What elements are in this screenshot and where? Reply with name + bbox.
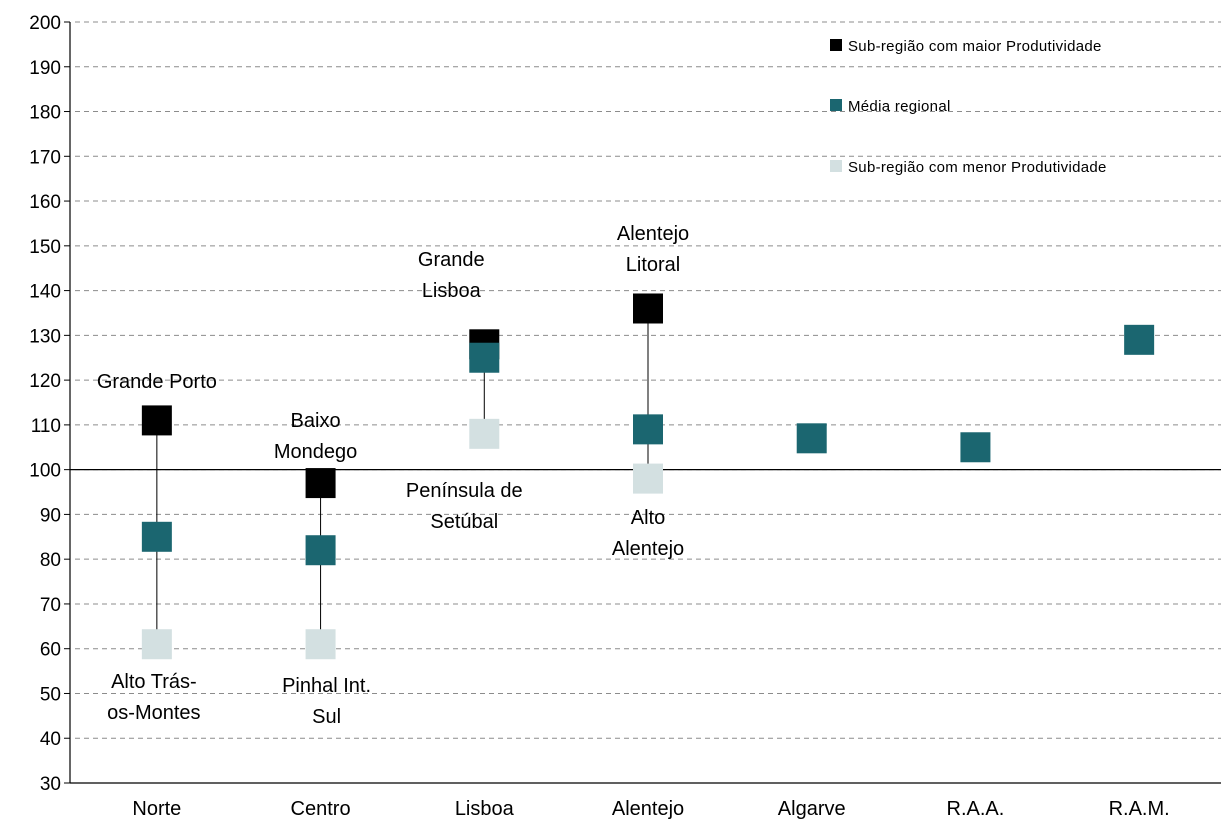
x-tick-label: Centro: [291, 798, 351, 820]
annotation-label: Grande: [418, 249, 485, 271]
annotation-label: Península de: [406, 480, 523, 502]
max-point: [305, 468, 336, 499]
y-tick-label: 80: [40, 550, 61, 571]
annotation-label: Sul: [312, 706, 341, 728]
x-tick-label: Alentejo: [612, 798, 684, 820]
annotation-label: Setúbal: [430, 511, 498, 533]
average-point: [633, 414, 663, 445]
x-tick-label: Lisboa: [455, 798, 515, 820]
average-point: [305, 535, 336, 566]
average-point: [796, 423, 827, 454]
x-tick-label: R.A.M.: [1109, 798, 1170, 820]
y-tick-label: 200: [29, 13, 61, 34]
max-point: [141, 405, 172, 436]
annotation-label: Alentejo: [612, 538, 684, 560]
y-tick-label: 190: [29, 58, 61, 79]
min-point: [633, 463, 663, 494]
average-point: [469, 342, 500, 373]
x-tick-label: Algarve: [778, 798, 846, 820]
max-point: [633, 293, 663, 324]
legend-swatch: [830, 160, 842, 172]
y-tick-label: 60: [40, 640, 61, 661]
y-tick-label: 90: [40, 505, 61, 526]
legend-label: Média regional: [848, 98, 951, 115]
average-point: [960, 432, 991, 463]
legend-swatch: [830, 39, 842, 51]
y-tick-label: 120: [29, 371, 61, 392]
x-tick-label: R.A.A.: [947, 798, 1005, 820]
annotation-label: Litoral: [626, 254, 680, 276]
annotation-label: Lisboa: [422, 280, 482, 302]
y-tick-label: 50: [40, 684, 61, 705]
y-tick-label: 40: [40, 729, 61, 750]
min-point: [469, 418, 500, 449]
annotation-label: Alto: [631, 507, 665, 529]
average-point: [1124, 324, 1155, 355]
min-point: [141, 629, 172, 660]
annotation-label: Alentejo: [617, 223, 689, 245]
legend-label: Sub-região com maior Produtividade: [848, 38, 1102, 55]
annotation-label: Mondego: [274, 441, 357, 463]
average-point: [141, 521, 172, 552]
y-tick-label: 170: [29, 147, 61, 168]
y-tick-label: 150: [29, 237, 61, 258]
y-tick-label: 160: [29, 192, 61, 213]
annotation-label: Grande Porto: [97, 371, 217, 393]
y-tick-label: 110: [31, 416, 61, 437]
legend-label: Sub-região com menor Produtividade: [848, 159, 1107, 176]
y-tick-label: 100: [29, 461, 61, 482]
min-point: [305, 629, 336, 660]
y-tick-label: 180: [29, 103, 61, 124]
legend-swatch: [830, 99, 842, 111]
y-tick-label: 70: [40, 595, 61, 616]
annotation-label: Baixo: [291, 410, 341, 432]
y-tick-label: 140: [29, 282, 61, 303]
annotation-label: Pinhal Int.: [282, 675, 371, 697]
y-tick-label: 30: [40, 774, 61, 795]
x-tick-label: Norte: [132, 798, 181, 820]
y-tick-label: 130: [29, 326, 61, 347]
annotation-label: os-Montes: [107, 702, 200, 724]
annotation-label: Alto Trás-: [111, 671, 197, 693]
